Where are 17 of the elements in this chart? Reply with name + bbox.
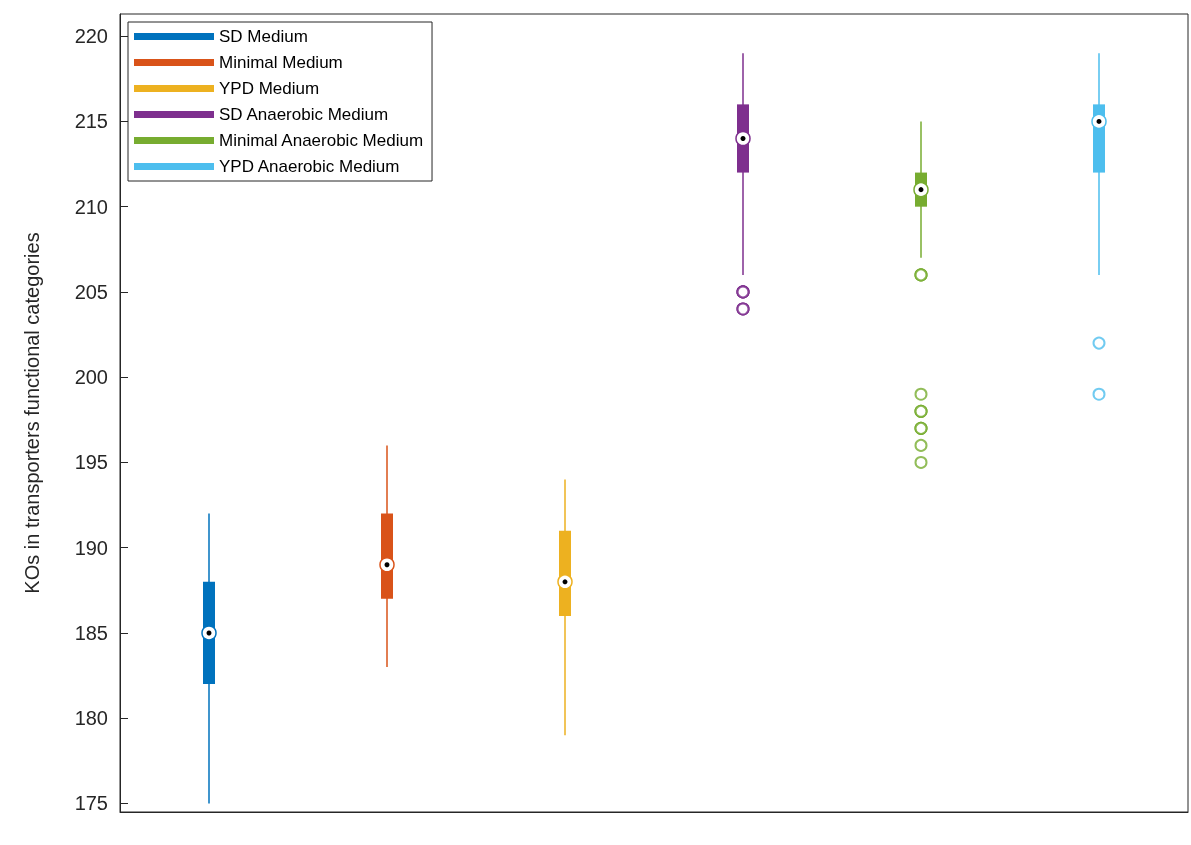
y-tick-label: 210 bbox=[74, 195, 108, 218]
legend-label: YPD Anaerobic Medium bbox=[219, 157, 400, 176]
y-tick-label: 175 bbox=[74, 792, 108, 815]
y-tick-label: 200 bbox=[74, 366, 108, 389]
y-tick-label: 220 bbox=[74, 25, 108, 48]
y-tick-label: 180 bbox=[74, 707, 108, 730]
y-tick-label: 215 bbox=[74, 110, 108, 133]
legend-label: SD Anaerobic Medium bbox=[219, 105, 389, 124]
y-tick-label: 195 bbox=[74, 451, 108, 474]
y-tick-label: 190 bbox=[74, 536, 108, 559]
y-tick-label: 205 bbox=[74, 280, 108, 303]
y-tick-label: 185 bbox=[74, 621, 108, 644]
legend-label: Minimal Medium bbox=[219, 53, 343, 72]
legend-label: SD Medium bbox=[219, 27, 308, 46]
legend-label: Minimal Anaerobic Medium bbox=[219, 131, 424, 150]
y-axis-title: KOs in transporters functional categories bbox=[21, 232, 43, 594]
legend-label: YPD Medium bbox=[219, 79, 320, 98]
